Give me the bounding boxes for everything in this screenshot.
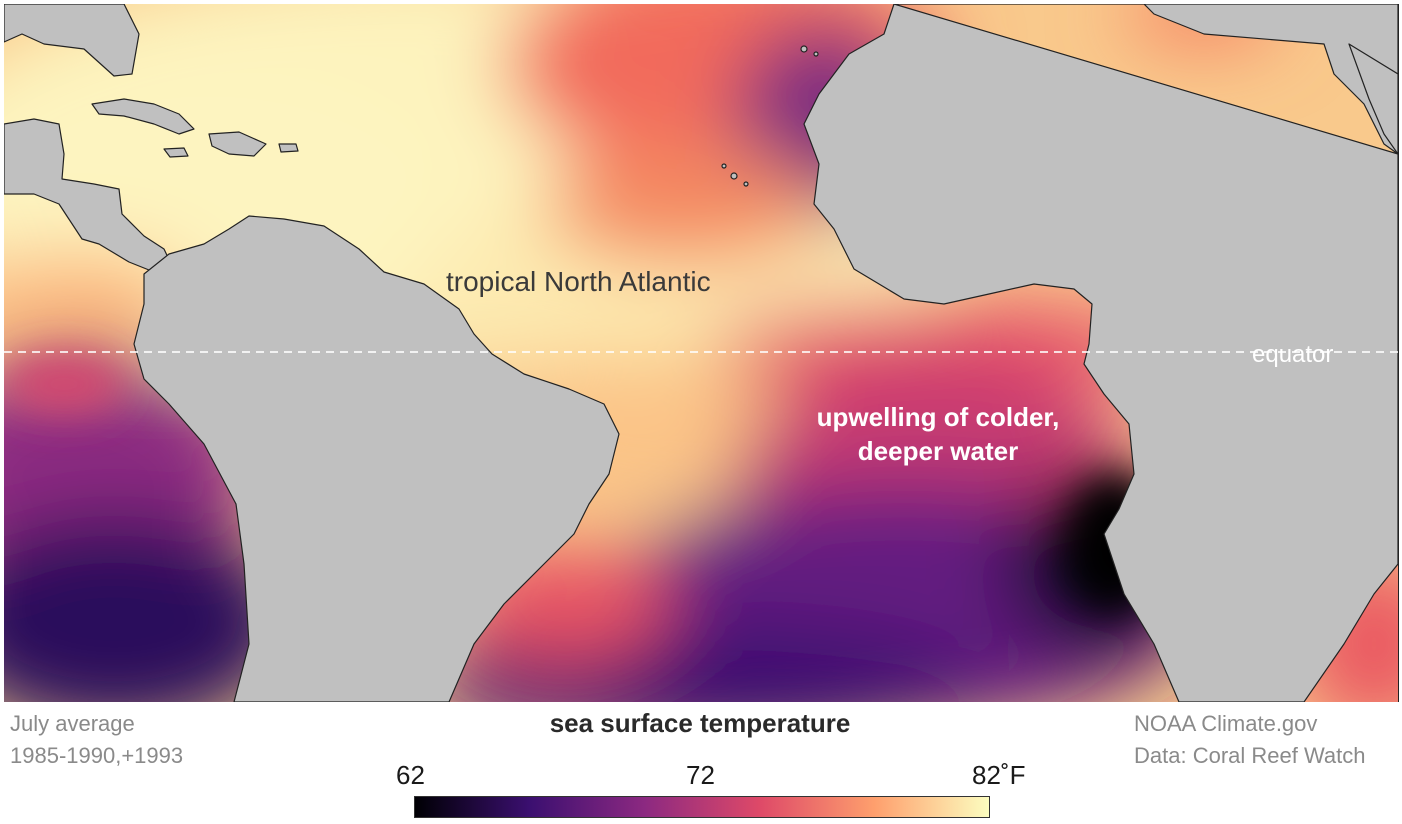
south-america-land bbox=[133, 215, 620, 702]
credit-data: Data: Coral Reef Watch bbox=[1134, 743, 1366, 768]
cape-verde-islands bbox=[730, 172, 738, 180]
central-america-land bbox=[4, 118, 173, 273]
canary-islands bbox=[800, 45, 808, 53]
hispaniola-island bbox=[208, 131, 267, 157]
cuba-island bbox=[91, 98, 195, 135]
jamaica-island bbox=[163, 147, 189, 158]
date-range-note: July average 1985-1990,+1993 bbox=[10, 708, 183, 772]
tropical-north-atlantic-label: tropical North Atlantic bbox=[446, 266, 711, 297]
years-label: 1985-1990,+1993 bbox=[10, 743, 184, 768]
legend-tick-min: 62 bbox=[396, 760, 425, 790]
upwelling-label-line1: upwelling of colder, bbox=[816, 402, 1060, 432]
equator-label: equator bbox=[1252, 341, 1334, 368]
legend-title: sea surface temperature bbox=[549, 708, 851, 738]
credit-source: NOAA Climate.gov bbox=[1134, 711, 1318, 736]
legend-tick-mid: 72 bbox=[686, 760, 715, 790]
puerto-rico-island bbox=[278, 143, 299, 153]
sea-surface-temperature-map: tropical North Atlantic upwelling of col… bbox=[4, 4, 1399, 702]
upwelling-label-line2: deeper water bbox=[857, 436, 1019, 466]
credits-note: NOAA Climate.gov Data: Coral Reef Watch bbox=[1134, 708, 1366, 772]
arabia-land bbox=[1348, 43, 1398, 155]
north-america-land bbox=[4, 4, 140, 77]
map-canvas bbox=[4, 4, 1398, 702]
legend-tick-max: 82˚F bbox=[972, 760, 1026, 790]
period-label: July average bbox=[10, 711, 135, 736]
upwelling-label: upwelling of colder, deeper water bbox=[798, 400, 1078, 468]
temperature-colorbar bbox=[414, 796, 990, 818]
